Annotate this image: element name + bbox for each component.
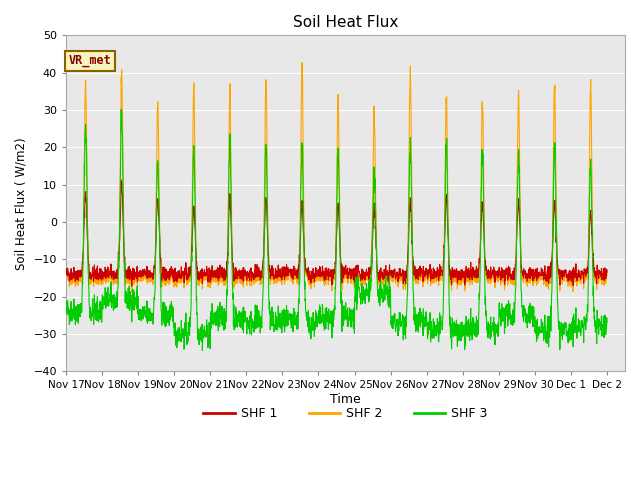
SHF 1 xyxy=(117,177,125,183)
SHF 2 xyxy=(353,276,360,282)
SHF 1 xyxy=(353,273,360,278)
SHF 1 xyxy=(128,283,136,289)
SHF 1 xyxy=(62,269,70,275)
SHF 3 xyxy=(353,292,360,298)
SHF 1 xyxy=(364,274,372,280)
Y-axis label: Soil Heat Flux ( W/m2): Soil Heat Flux ( W/m2) xyxy=(15,137,28,270)
SHF 2 xyxy=(213,269,221,275)
Line: SHF 3: SHF 3 xyxy=(66,109,607,350)
SHF 2 xyxy=(298,60,306,65)
SHF 2 xyxy=(571,271,579,277)
Text: VR_met: VR_met xyxy=(69,54,111,67)
SHF 2 xyxy=(603,273,611,278)
X-axis label: Time: Time xyxy=(330,393,361,406)
SHF 3 xyxy=(556,323,563,328)
SHF 3 xyxy=(198,348,206,353)
SHF 1 xyxy=(494,275,502,280)
Line: SHF 1: SHF 1 xyxy=(66,180,607,286)
SHF 2 xyxy=(62,273,70,278)
SHF 1 xyxy=(556,269,563,275)
SHF 3 xyxy=(364,295,372,300)
Legend: SHF 1, SHF 2, SHF 3: SHF 1, SHF 2, SHF 3 xyxy=(198,402,493,425)
SHF 2 xyxy=(556,272,563,278)
SHF 3 xyxy=(603,320,611,325)
SHF 2 xyxy=(364,278,372,284)
Line: SHF 2: SHF 2 xyxy=(66,62,607,292)
SHF 1 xyxy=(571,268,579,274)
SHF 1 xyxy=(214,270,221,276)
SHF 1 xyxy=(603,269,611,275)
Title: Soil Heat Flux: Soil Heat Flux xyxy=(293,15,398,30)
SHF 3 xyxy=(571,318,579,324)
SHF 3 xyxy=(62,305,70,311)
SHF 3 xyxy=(214,313,221,319)
SHF 3 xyxy=(494,334,502,339)
SHF 3 xyxy=(117,107,125,112)
SHF 2 xyxy=(494,279,502,285)
SHF 2 xyxy=(128,289,136,295)
